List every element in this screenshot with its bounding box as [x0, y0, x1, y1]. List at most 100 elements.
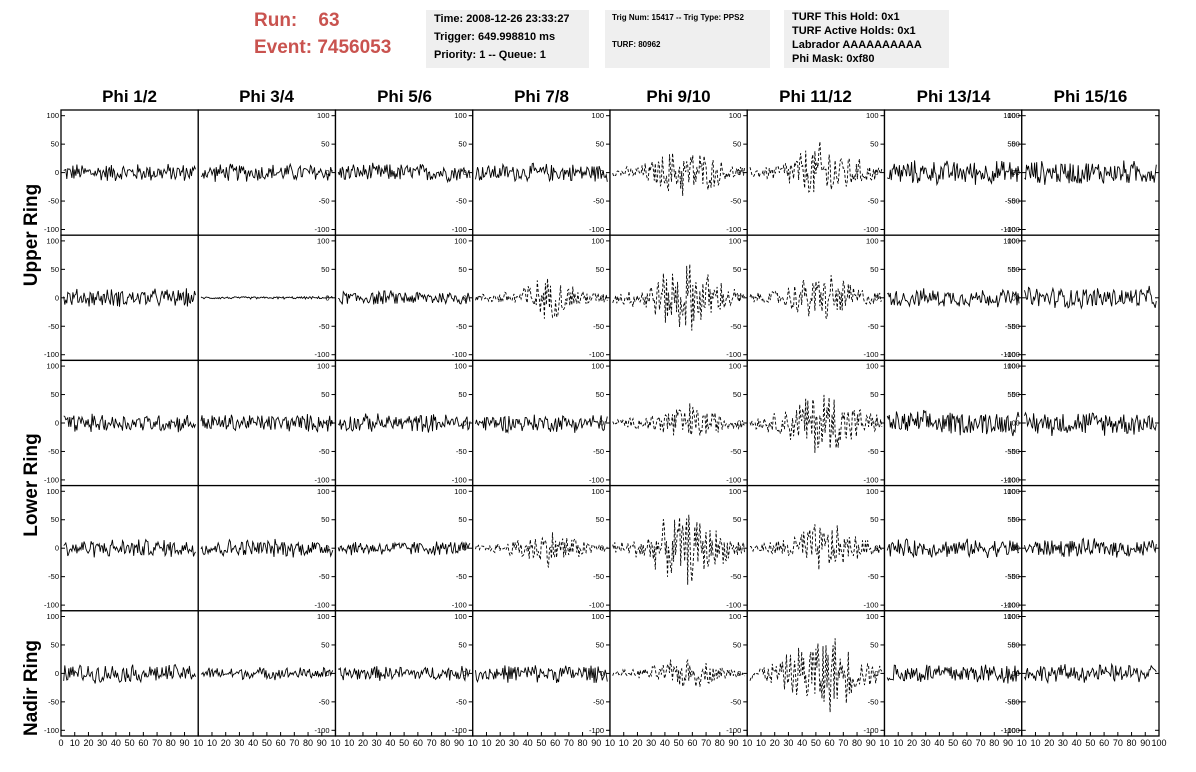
y-tick-label: 50 — [51, 390, 59, 399]
x-tick-label: 10 — [605, 738, 615, 748]
y-tick-label: -100 — [452, 726, 467, 735]
y-tick-label: 50 — [596, 265, 604, 274]
panel-frame — [60, 484, 199, 612]
panel-frame — [1021, 234, 1160, 362]
y-tick-label: 50 — [1007, 140, 1015, 149]
y-tick-label: -100 — [44, 601, 59, 610]
x-tick-label: 80 — [715, 738, 725, 748]
y-tick-label: 100 — [1007, 111, 1020, 120]
x-tick-label: 70 — [701, 738, 711, 748]
y-tick-label: -100 — [1005, 225, 1020, 234]
y-tick-label: 100 — [729, 236, 742, 245]
y-tick-label: -50 — [1005, 697, 1016, 706]
y-tick-label: 50 — [51, 515, 59, 524]
x-tick-label: 50 — [536, 738, 546, 748]
x-tick-label: 70 — [427, 738, 437, 748]
y-tick-label: 50 — [870, 515, 878, 524]
x-tick-label: 70 — [1113, 738, 1123, 748]
y-tick-label: 100 — [866, 111, 879, 120]
x-tick-label: 80 — [166, 738, 176, 748]
x-tick-label: 40 — [660, 738, 670, 748]
waveform-trace — [337, 413, 471, 433]
turf-active-holds-line: TURF Active Holds: 0x1 — [792, 25, 916, 37]
x-tick-label: 30 — [97, 738, 107, 748]
panel-frame — [746, 484, 886, 612]
y-tick-label: 0 — [1016, 293, 1020, 302]
y-tick-label: 100 — [729, 487, 742, 496]
x-tick-label: 90 — [591, 738, 601, 748]
column-header-phi-13-14: Phi 13/14 — [916, 87, 991, 106]
x-tick-label: 10 — [756, 738, 766, 748]
waveform-trace — [612, 658, 745, 688]
x-tick-label: 90 — [866, 738, 876, 748]
panel-frame — [472, 359, 611, 487]
y-tick-label: -50 — [456, 447, 467, 456]
x-tick-label: 80 — [578, 738, 588, 748]
panel-r0-c3: 100 50 0 -50 -100 — [472, 109, 611, 236]
y-tick-label: 50 — [870, 265, 878, 274]
x-tick-label: 20 — [770, 738, 780, 748]
y-tick-label: 0 — [325, 419, 329, 428]
y-tick-label: -100 — [314, 225, 329, 234]
y-tick-label: 100 — [454, 487, 467, 496]
y-tick-label: 100 — [1003, 487, 1016, 496]
y-tick-label: 50 — [321, 140, 329, 149]
y-tick-label: -100 — [863, 225, 878, 234]
labrador-line: Labrador AAAAAAAAAA — [792, 39, 922, 51]
y-tick-label: -50 — [1009, 322, 1020, 331]
y-tick-label: 50 — [1011, 640, 1019, 649]
y-tick-label: -50 — [48, 322, 59, 331]
waveform-trace — [63, 163, 196, 181]
x-tick-label: 60 — [825, 738, 835, 748]
y-tick-label: 100 — [46, 236, 59, 245]
x-tick-label: 70 — [564, 738, 574, 748]
panel-r1-c5: 100 50 0 -50 -100 — [746, 234, 886, 362]
waveform-trace — [749, 638, 883, 713]
y-tick-label: 0 — [600, 544, 604, 553]
y-tick-label: -50 — [48, 572, 59, 581]
waveform-trace — [475, 665, 608, 684]
x-tick-label: 50 — [399, 738, 409, 748]
x-tick-label: 10 — [468, 738, 478, 748]
priority-line: Priority: 1 -- Queue: 1 — [434, 49, 546, 61]
x-tick-label: 10 — [879, 738, 889, 748]
y-tick-label: 50 — [458, 640, 466, 649]
y-tick-label: 0 — [55, 419, 59, 428]
y-tick-label: 100 — [46, 487, 59, 496]
x-tick-label: 30 — [234, 738, 244, 748]
panel-frame — [746, 610, 886, 737]
panel-r3-c0: 100 50 0 -50 -100 — [44, 484, 199, 612]
y-tick-label: 50 — [733, 265, 741, 274]
waveform-trace — [337, 290, 471, 305]
x-tick-label: 100 — [1151, 738, 1166, 748]
panel-frame — [609, 359, 748, 487]
y-tick-label: -50 — [1005, 572, 1016, 581]
column-header-phi-9-10: Phi 9/10 — [646, 87, 711, 106]
waveform-trace — [886, 409, 1020, 437]
waveform-trace — [612, 264, 745, 331]
panel-r2-c6: 100 50 0 -50 -100 — [883, 359, 1023, 487]
x-tick-label: 60 — [962, 738, 972, 748]
x-tick-label: 30 — [509, 738, 519, 748]
y-tick-label: -100 — [726, 350, 741, 359]
y-tick-label: 50 — [321, 265, 329, 274]
y-tick-label: 100 — [729, 362, 742, 371]
y-tick-label: 50 — [321, 390, 329, 399]
y-tick-label: -50 — [456, 197, 467, 206]
x-tick-label: 70 — [289, 738, 299, 748]
y-tick-label: -100 — [1005, 475, 1020, 484]
panel-r1-c0: 100 50 0 -50 -100 — [44, 234, 199, 362]
y-tick-label: 100 — [866, 487, 879, 496]
waveform-trace — [1024, 662, 1157, 685]
panel-r0-c5: 100 50 0 -50 -100 — [746, 109, 886, 236]
y-tick-label: 100 — [317, 362, 330, 371]
y-tick-label: 50 — [321, 640, 329, 649]
y-tick-label: 100 — [866, 612, 879, 621]
